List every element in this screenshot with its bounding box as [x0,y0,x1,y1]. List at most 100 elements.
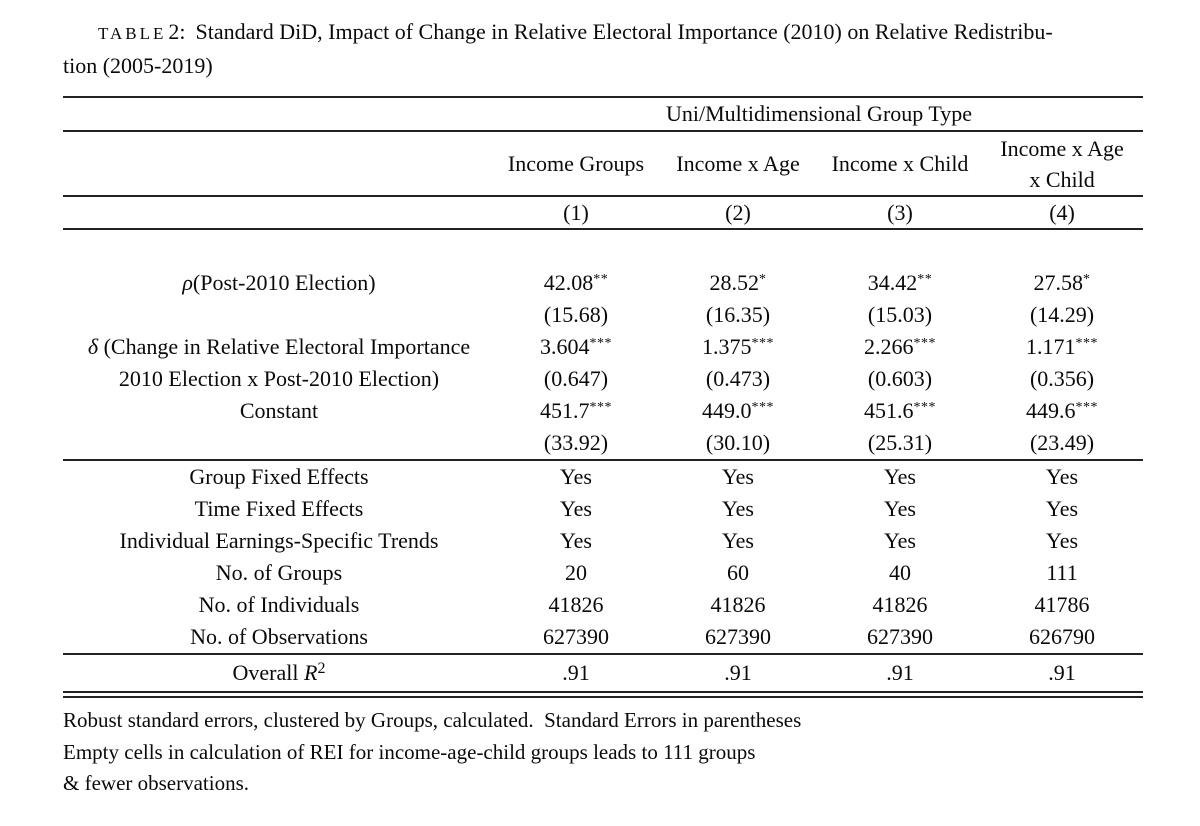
empty-cell [63,229,1143,267]
significance-stars: *** [1075,336,1099,351]
significance-note: *p < 0.10 , **p < 0.05, ***p < 0.01 [63,800,1200,826]
coef-cell: 451.6*** [819,395,981,427]
stat-cell: 41826 [710,592,766,617]
group-type-header: Uni/Multidimensional Group Type [495,96,1144,132]
stat-row-trends: Individual Earnings-Specific Trends Yes … [63,525,1143,557]
row-label: δ (Change in Relative Electoral Importan… [63,331,495,363]
col-number: (4) [981,195,1144,230]
spacer-row [63,229,1143,267]
caption-title-text: Standard DiD, Impact of Change in Relati… [195,19,1053,44]
se-cell: (16.35) [705,302,771,327]
se-cell: (33.92) [495,427,657,461]
stat-cell: 20 [565,560,587,585]
col-number: (3) [819,195,981,230]
stat-row-time-fe: Time Fixed Effects Yes Yes Yes Yes [63,493,1143,525]
se-row-delta: 2010 Election x Post-2010 Election) (0.6… [63,363,1143,395]
stat-cell: .91 [819,653,981,698]
stat-cell: .91 [981,653,1144,698]
column-number-row: (1) (2) (3) (4) [63,195,1144,230]
col-number: (2) [657,195,819,230]
stat-cell: Yes [721,496,754,521]
se-row-rho: (15.68) (16.35) (15.03) (14.29) [63,299,1143,331]
row-label: No. of Observations [190,624,368,649]
col-header-line: Income x Child [831,151,969,176]
stat-cell: 40 [889,560,911,585]
caption-line-1: TABLE2: Standard DiD, Impact of Change in… [63,16,1142,50]
coef-row-delta: δ (Change in Relative Electoral Importan… [63,331,1143,363]
coef-value: 28.52 [709,270,760,295]
se-cell: (25.31) [819,427,981,461]
row-label: No. of Groups [215,560,343,585]
se-cell: (15.68) [543,302,609,327]
row-label: Individual Earnings-Specific Trends [119,528,439,553]
caption-line-2: tion (2005-2019) [63,53,213,78]
coef-cell: 1.171*** [981,331,1143,363]
caption-number: 2: [168,19,186,44]
se-cell: (23.49) [981,427,1144,461]
se-row-constant: (33.92) (30.10) (25.31) (23.49) [63,427,1144,461]
stat-cell: 627390 [867,624,933,649]
stat-row-groups: No. of Groups 20 60 40 111 [63,557,1143,589]
column-header-row: Income Groups Income x Age Income x Chil… [63,131,1143,196]
coef-value: 2.266 [864,334,914,359]
greek-rho: ρ [182,270,193,295]
footnote-empty-cells: Empty cells in calculation of REI for in… [63,739,756,764]
coef-value: 451.6 [864,398,914,423]
stat-row-individuals: No. of Individuals 41826 41826 41826 417… [63,589,1143,621]
stat-cell: Yes [559,464,592,489]
empty-cell [63,427,495,461]
row-label: No. of Individuals [198,592,360,617]
significance-stars: *** [1075,400,1099,415]
coef-cell: 451.7*** [495,395,657,427]
col-header-line: x Child [1029,166,1095,192]
coef-value: 42.08 [543,270,594,295]
se-cell: (14.29) [1029,302,1095,327]
stat-row-observations: No. of Observations 627390 627390 627390… [63,621,1143,654]
coef-cell: 3.604*** [495,331,657,363]
stat-cell: Yes [883,528,916,553]
stat-cell: 626790 [1029,624,1096,649]
coef-value: 1.171 [1026,334,1076,359]
significance-stars: * [759,272,767,287]
coef-cell: 34.42** [819,267,981,299]
col-header-line: Income Groups [507,151,645,176]
empty-cell [63,131,495,196]
col-header-line: Income x Age [676,151,800,176]
stat-cell: 41826 [872,592,928,617]
caption-tag: TABLE [98,24,167,43]
stat-cell: .91 [657,653,819,698]
stat-cell: Yes [559,496,592,521]
row-label: Constant [239,398,319,423]
coef-value: 449.0 [702,398,752,423]
row-label: Time Fixed Effects [194,496,364,521]
table-footnotes: Robust standard errors, clustered by Gro… [63,705,1200,826]
row-label-text: (Change in Relative Electoral Importance [98,334,471,359]
significance-stars: *** [913,400,936,415]
se-cell: (0.473) [705,366,771,391]
stat-cell: 627390 [705,624,771,649]
stat-cell: 60 [727,560,749,585]
se-cell: (0.647) [543,366,609,391]
group-type-header-row: Uni/Multidimensional Group Type [63,96,1144,132]
stat-cell: Yes [721,528,754,553]
col-header-line: Income x Age [1000,135,1124,161]
col-header-income-age-child: Income x Age x Child [981,131,1143,196]
r-squared-row: Overall R2 .91 .91 .91 .91 [63,653,1144,698]
coef-row-rho: ρ(Post-2010 Election) 42.08** 28.52* 34.… [63,267,1143,299]
row-label-text: Overall [232,660,304,685]
coef-cell: 28.52* [657,267,819,299]
se-cell: (0.603) [867,366,933,391]
stat-cell: Yes [883,496,916,521]
significance-stars: *** [589,336,612,351]
stat-cell: Yes [883,464,916,489]
r-exponent: 2 [317,660,326,677]
stat-cell: Yes [559,528,592,553]
coef-cell: 449.0*** [657,395,819,427]
empty-cell [63,195,495,230]
empty-cell [63,299,495,331]
row-label: Overall R2 [63,653,495,698]
col-header-income-child: Income x Child [819,131,981,196]
coef-value: 34.42 [867,270,918,295]
footnote-fewer-obs: & fewer observations. [63,771,250,795]
